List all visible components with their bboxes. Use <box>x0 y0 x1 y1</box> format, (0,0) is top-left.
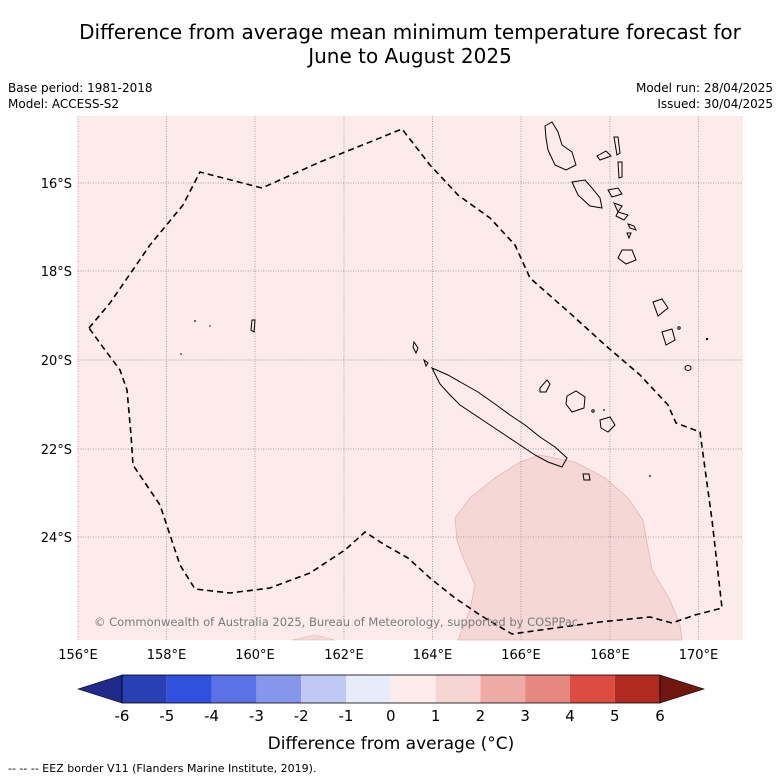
lon-label: 158°E <box>147 648 187 663</box>
warm-anomaly-region <box>454 454 683 641</box>
islet-south <box>649 475 651 477</box>
small-islet-east <box>677 326 681 330</box>
colorbar <box>77 674 705 704</box>
colorbar-ticks: -6 -5 -4 -3 -2 -1 0 1 2 3 4 5 6 <box>115 707 665 725</box>
colorbar-tick: 1 <box>431 707 441 725</box>
colorbar-bin <box>435 675 481 703</box>
lon-label: 170°E <box>679 648 719 663</box>
lat-label: 22°S <box>41 443 72 458</box>
map-title: Difference from average mean minimum tem… <box>0 20 781 68</box>
colorbar-tick: 0 <box>386 707 396 725</box>
model-name: Model: ACCESS-S2 <box>8 97 120 111</box>
warm-anomaly-small <box>291 634 336 641</box>
colorbar-tick: -5 <box>159 707 174 725</box>
colorbar-right-arrow <box>659 674 705 704</box>
ambrym-island <box>607 187 623 198</box>
ouvea-island <box>539 379 551 393</box>
malakula-island <box>571 179 603 209</box>
lat-label: 16°S <box>41 177 72 192</box>
lifou-island <box>565 390 586 413</box>
lon-label: 168°E <box>590 648 630 663</box>
lat-label: 20°S <box>41 354 72 369</box>
colorbar-bin <box>256 675 302 703</box>
tiga-island <box>591 409 595 413</box>
pentecost-island <box>617 161 623 179</box>
belep-islands <box>412 340 419 355</box>
tanna-island <box>626 232 632 240</box>
islet-ring <box>684 365 692 371</box>
colorbar-bin <box>211 675 257 703</box>
base-period: Base period: 1981-2018 <box>8 81 153 95</box>
colorbar-bin <box>166 675 212 703</box>
lon-label: 164°E <box>413 648 453 663</box>
colorbar-tick: 2 <box>476 707 486 725</box>
colorbar-tick: -3 <box>249 707 264 725</box>
matthew-hunter-island-b <box>661 328 676 346</box>
colorbar-tick: -6 <box>115 707 130 725</box>
colorbar-bin <box>614 675 660 703</box>
longitude-labels: 156°E 158°E 160°E 162°E 164°E 166°E 168°… <box>58 648 718 663</box>
colorbar-tick: 3 <box>520 707 530 725</box>
lon-label: 156°E <box>58 648 98 663</box>
espiritu-santo <box>544 121 577 171</box>
colorbar-outline <box>121 674 661 704</box>
meta-left: Base period: 1981-2018 Model: ACCESS-S2 <box>8 80 153 112</box>
model-run: Model run: 28/04/2025 <box>635 81 773 95</box>
small-island-a <box>423 358 429 368</box>
latitude-labels: 16°S 18°S 20°S 22°S 24°S <box>41 177 72 546</box>
colorbar-tick: 5 <box>610 707 620 725</box>
chesterfield-reef <box>250 319 256 333</box>
mare-island <box>599 416 616 433</box>
erromango-island <box>617 249 637 265</box>
lon-label: 160°E <box>235 648 275 663</box>
new-caledonia-island <box>430 366 568 468</box>
colorbar-bin <box>480 675 526 703</box>
lat-label: 18°S <box>41 265 72 280</box>
isle-of-pines <box>582 473 591 481</box>
western-islet-a <box>194 320 196 322</box>
epi-islands <box>613 202 623 214</box>
eez-footnote: -- -- -- EEZ border V11 (Flanders Marine… <box>8 762 317 775</box>
colorbar-bin <box>122 675 167 703</box>
western-islet-b <box>209 325 211 327</box>
title-line-1: Difference from average mean minimum tem… <box>79 20 741 44</box>
shepherd-islands <box>615 211 629 221</box>
colorbar-tick: 6 <box>655 707 665 725</box>
colorbar-tick: -1 <box>339 707 354 725</box>
colorbar-bin <box>525 675 570 703</box>
meta-right: Model run: 28/04/2025 Issued: 30/04/2025 <box>636 80 773 112</box>
ambae-island <box>596 150 612 161</box>
copyright-text: © Commonwealth of Australia 2025, Bureau… <box>94 615 578 629</box>
lat-label: 24°S <box>41 531 72 546</box>
lon-label: 166°E <box>501 648 541 663</box>
matthew-hunter-island-a <box>652 298 669 317</box>
colorbar-bin <box>346 675 391 703</box>
title-line-2: June to August 2025 <box>308 44 512 68</box>
colorbar-tick: -4 <box>204 707 219 725</box>
islet-mid <box>603 409 605 411</box>
colorbar-bin <box>390 675 436 703</box>
colorbar-left-arrow <box>77 674 123 704</box>
colorbar-bin <box>301 675 346 703</box>
efate-island <box>627 223 637 231</box>
maewo-island <box>613 136 621 156</box>
colorbar-label: Difference from average (°C) <box>268 734 515 754</box>
lon-label: 162°E <box>324 648 364 663</box>
colorbar-bin <box>570 675 615 703</box>
issued-date: Issued: 30/04/2025 <box>657 97 773 111</box>
western-islet-c <box>180 353 182 355</box>
small-islet-far-east <box>705 337 709 341</box>
colorbar-tick: 4 <box>565 707 575 725</box>
colorbar-tick: -2 <box>294 707 309 725</box>
gridlines <box>77 116 743 640</box>
